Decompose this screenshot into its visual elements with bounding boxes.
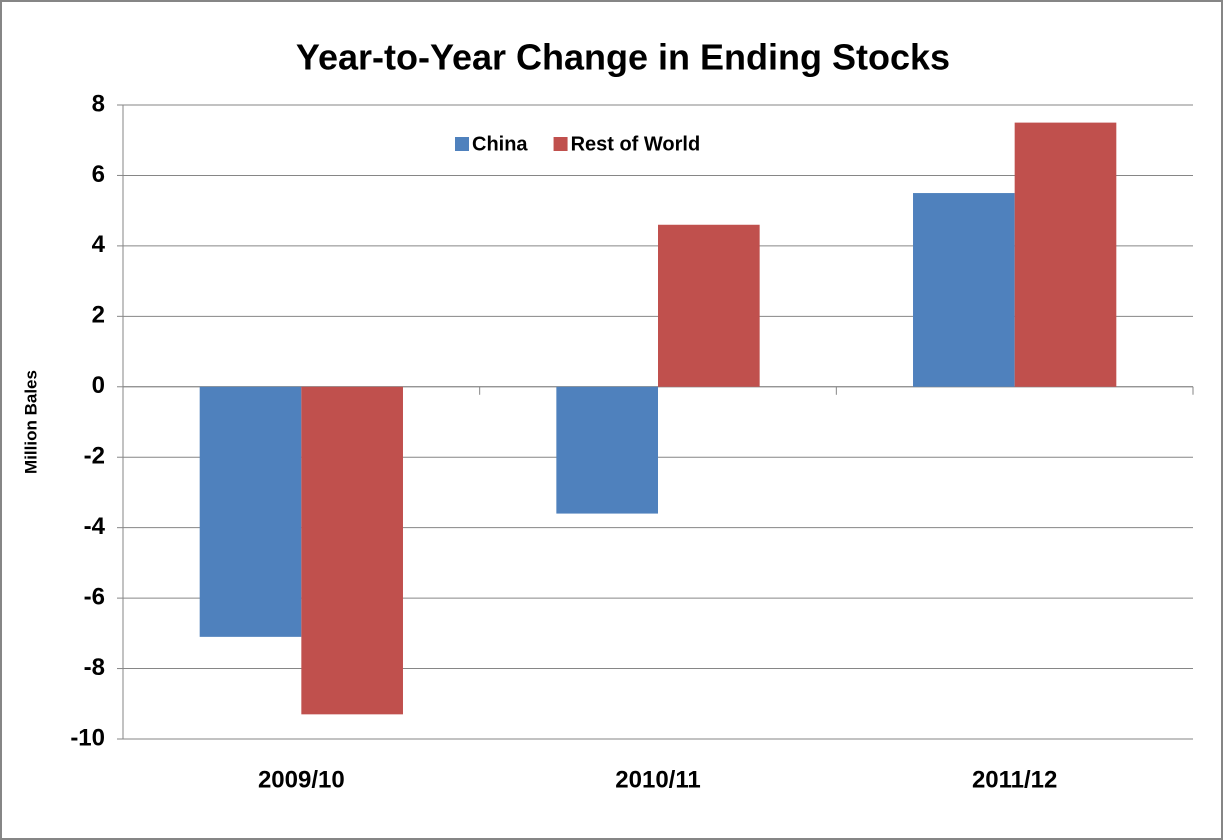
y-tick-label: 4 [92, 231, 106, 258]
y-tick-label: -8 [84, 654, 105, 681]
y-axis-label: Million Bales [21, 370, 40, 474]
y-tick-label: -10 [70, 724, 105, 751]
y-tick-label: -6 [84, 583, 105, 610]
x-tick-label: 2009/10 [258, 766, 345, 793]
bar [913, 193, 1015, 387]
y-tick-label: 0 [92, 372, 105, 399]
x-tick-label: 2010/11 [615, 766, 700, 793]
y-tick-label: -2 [84, 443, 105, 470]
x-tick-label: 2011/12 [972, 766, 1057, 793]
bar [658, 224, 760, 387]
bar [301, 386, 403, 715]
bar [556, 386, 658, 514]
bar [199, 386, 302, 637]
y-tick-label: -4 [84, 513, 106, 540]
legend-swatch [455, 137, 469, 151]
y-tick-label: 6 [92, 161, 105, 188]
legend-label: China [472, 133, 528, 155]
chart-title: Year-to-Year Change in Ending Stocks [296, 37, 950, 78]
bar [1014, 122, 1117, 387]
y-tick-label: 8 [92, 90, 105, 117]
legend-label: Rest of World [571, 133, 701, 155]
legend-swatch [553, 137, 568, 151]
y-tick-label: 2 [92, 302, 105, 329]
